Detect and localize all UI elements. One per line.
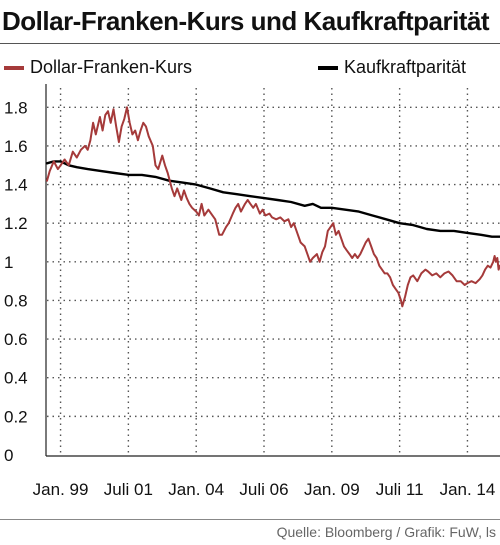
x-tick-label: Jan. 99: [33, 480, 89, 499]
y-tick-label: 0.8: [4, 291, 28, 310]
y-tick-label: 1.2: [4, 214, 28, 233]
tick-label-layer: 0 0.2 0.4 0.6 0.8 1 1.2 1.4 1.6 1.8 Jan. 99 Juli 01…: [4, 98, 495, 499]
legend-label-franc: Dollar-Franken-Kurs: [30, 57, 193, 77]
axis-layer: [45, 84, 500, 457]
x-tick-label: Juli 01: [104, 480, 153, 499]
source-note: Quelle: Bloomberg / Grafik: FuW, ls: [276, 524, 496, 540]
x-tick-label: Juli 11: [376, 480, 424, 499]
y-tick-label: 1.8: [4, 98, 28, 117]
legend-swatch-ppp: [318, 65, 338, 70]
series-layer: [45, 106, 500, 308]
y-tick-label: 0.2: [4, 407, 28, 426]
y-tick-label: 0.6: [4, 330, 28, 349]
y-tick-label: 1.6: [4, 137, 28, 156]
x-tick-label: Jan. 09: [304, 480, 360, 499]
legend-label-ppp: Kaufkraftparität: [344, 57, 467, 77]
y-tick-label: 0.4: [4, 369, 28, 388]
y-tick-label: 1: [4, 253, 13, 272]
legend-item-franc: Dollar-Franken-Kurs: [4, 57, 192, 78]
x-tick-label: Juli 06: [239, 480, 288, 499]
grid-layer: [47, 88, 500, 455]
chart-title: Dollar-Franken-Kurs und Kaufkraftparität: [2, 6, 490, 36]
y-tick-label: 0: [4, 446, 13, 465]
title-divider: [0, 43, 500, 44]
source-divider: [0, 519, 500, 520]
series-line-franc: [46, 106, 500, 308]
x-tick-label: Jan. 14: [440, 480, 496, 499]
x-tick-label: Jan. 04: [168, 480, 224, 499]
legend-swatch-franc: [4, 65, 24, 70]
legend-item-ppp: Kaufkraftparität: [318, 57, 466, 78]
y-tick-label: 1.4: [4, 176, 28, 195]
series-line-ppp: [45, 160, 500, 238]
